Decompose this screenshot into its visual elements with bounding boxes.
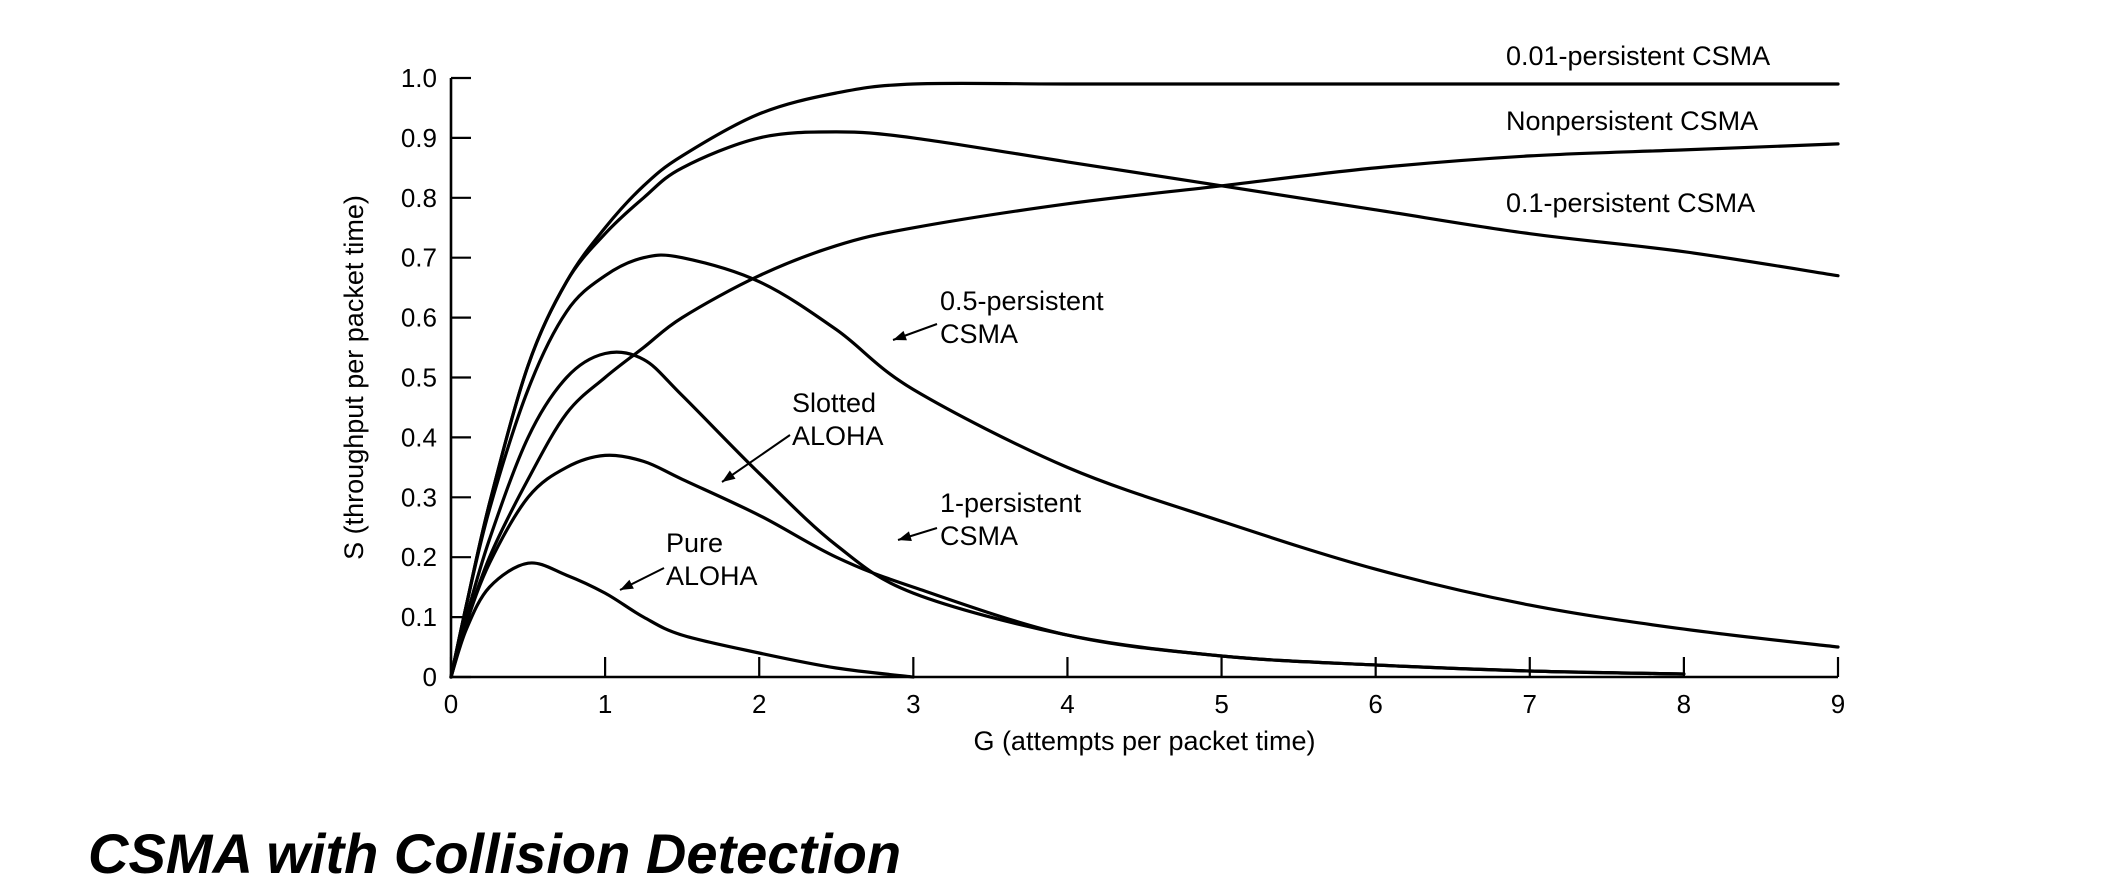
x-tick-label: 4 — [1060, 689, 1074, 719]
series-label-line: ALOHA — [792, 421, 884, 451]
series-label-line: Nonpersistent CSMA — [1506, 106, 1758, 136]
x-tick-label: 2 — [752, 689, 766, 719]
series-label-line: 0.01-persistent CSMA — [1506, 41, 1770, 71]
series-label-line: ALOHA — [666, 561, 758, 591]
series-label-0-1-persistent-csma: 0.1-persistent CSMA — [1506, 188, 1755, 218]
y-tick-label: 0.7 — [401, 243, 437, 273]
curve-1-persistent-csma — [449, 350, 1686, 679]
series-label-pure-aloha: Pure ALOHA — [666, 528, 758, 591]
y-tick-label: 0.9 — [401, 123, 437, 153]
series-label-nonpersistent-csma: Nonpersistent CSMA — [1506, 106, 1758, 136]
series-label-slotted-aloha: Slotted ALOHA — [792, 388, 884, 451]
series-label-line: Pure — [666, 528, 723, 558]
y-tick-label: 0.1 — [401, 602, 437, 632]
x-tick-label: 0 — [444, 689, 458, 719]
y-tick-label: 0.5 — [401, 363, 437, 393]
x-tick-label: 8 — [1677, 689, 1691, 719]
chart-axes — [449, 78, 1838, 679]
series-label-line: 1-persistent — [940, 488, 1082, 518]
curve-pure-aloha — [449, 561, 915, 679]
x-tick-label: 6 — [1368, 689, 1382, 719]
y-tick-label: 0.4 — [401, 422, 437, 452]
series-label-line: 0.5-persistent — [940, 286, 1104, 316]
y-tick-label: 0.2 — [401, 542, 437, 572]
y-tick-label: 0.3 — [401, 482, 437, 512]
x-tick-label: 1 — [598, 689, 612, 719]
y-tick-label: 0.8 — [401, 183, 437, 213]
series-label-line: 0.1-persistent CSMA — [1506, 188, 1755, 218]
arrowhead — [898, 531, 912, 541]
series-label-line: Slotted — [792, 388, 876, 418]
x-tick-label: 3 — [906, 689, 920, 719]
curve-0-01-persistent-csma — [449, 81, 1840, 679]
series-label-line: CSMA — [940, 521, 1018, 551]
arrowhead — [893, 330, 907, 341]
label-pointers — [619, 323, 938, 591]
arrowhead — [620, 579, 634, 590]
y-axis-label: S (throughput per packet time) — [339, 195, 369, 560]
x-tick-label: 9 — [1831, 689, 1845, 719]
curve-0-1-persistent-csma — [449, 142, 1840, 679]
x-axis-label: G (attempts per packet time) — [973, 726, 1315, 756]
series-label-0-5-persistent-csma: 0.5-persistent CSMA — [940, 286, 1104, 349]
x-tick-label: 7 — [1523, 689, 1537, 719]
series-curves — [449, 81, 1840, 679]
series-label-line: CSMA — [940, 319, 1018, 349]
section-heading: CSMA with Collision Detection — [88, 822, 902, 885]
series-label-0-01-persistent-csma: 0.01-persistent CSMA — [1506, 41, 1770, 71]
series-label-1-persistent-csma: 1-persistent CSMA — [940, 488, 1082, 551]
y-tick-label: 0.6 — [401, 303, 437, 333]
y-tick-label: 0 — [423, 662, 437, 692]
curve-0-5-persistent-csma — [449, 253, 1840, 679]
arrowhead — [722, 470, 736, 482]
y-tick-label: 1.0 — [401, 63, 437, 93]
label-pointer — [721, 434, 791, 483]
y-axis-ticks: 0 0.1 0.2 0.3 0.4 0.5 0.6 0.7 0.8 0.9 1.0 — [401, 63, 471, 692]
x-axis-ticks: 0 1 2 3 4 5 6 7 8 9 — [444, 657, 1845, 719]
x-tick-label: 5 — [1214, 689, 1228, 719]
